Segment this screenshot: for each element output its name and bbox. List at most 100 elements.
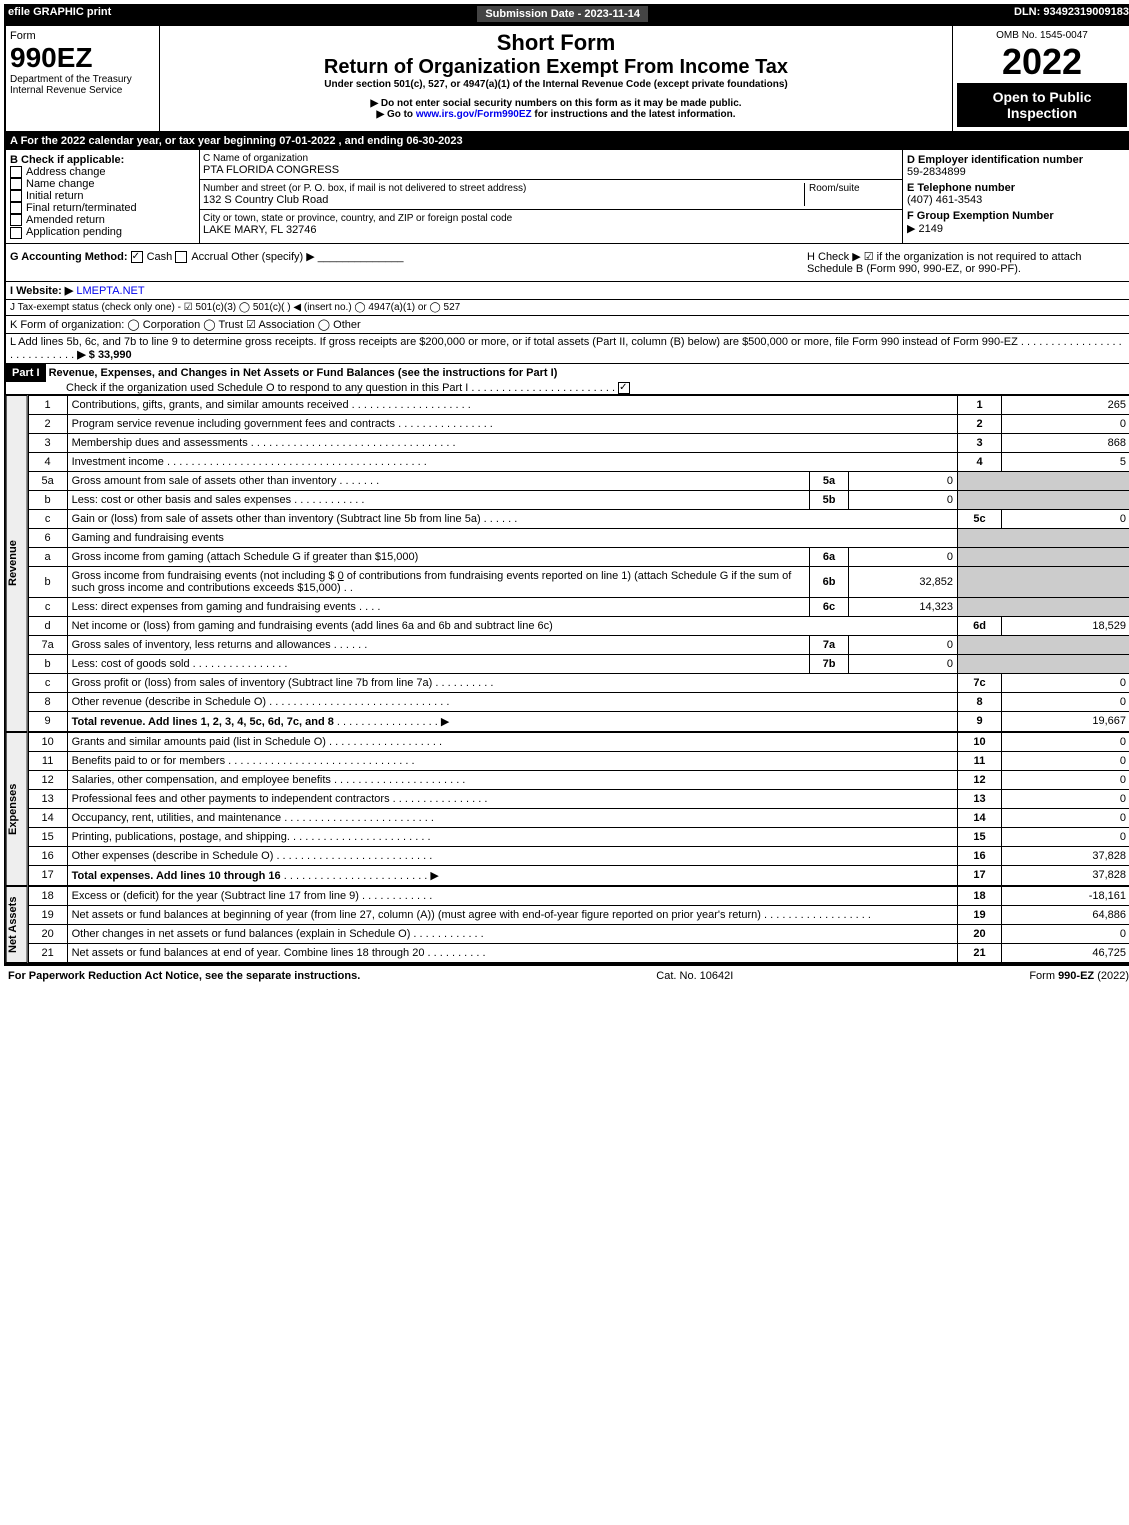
form-header: Form 990EZ Department of the Treasury In… <box>6 26 1129 133</box>
section-j: J Tax-exempt status (check only one) - ☑… <box>6 300 1129 316</box>
line-10: 10Grants and similar amounts paid (list … <box>28 732 1129 751</box>
top-bar: efile GRAPHIC print Submission Date - 20… <box>4 4 1129 24</box>
tel-value: (407) 461-3543 <box>907 194 1127 206</box>
dln-label: DLN: 93492319009183 <box>1014 6 1129 22</box>
check-address[interactable]: Address change <box>10 166 195 178</box>
open-public-badge: Open to Public Inspection <box>957 83 1127 127</box>
section-bcdef: B Check if applicable: Address change Na… <box>6 150 1129 244</box>
line-21: 21Net assets or fund balances at end of … <box>28 943 1129 962</box>
section-b: B Check if applicable: Address change Na… <box>6 150 200 243</box>
line-19: 19Net assets or fund balances at beginni… <box>28 905 1129 924</box>
line-7c: cGross profit or (loss) from sales of in… <box>28 673 1129 692</box>
line-9: 9Total revenue. Add lines 1, 2, 3, 4, 5c… <box>28 711 1129 731</box>
side-expenses: Expenses <box>6 732 28 886</box>
line-8: 8Other revenue (describe in Schedule O) … <box>28 692 1129 711</box>
city-label: City or town, state or province, country… <box>203 213 899 224</box>
line-6a: aGross income from gaming (attach Schedu… <box>28 547 1129 566</box>
tel-label: E Telephone number <box>907 182 1127 194</box>
lines-revenue: 1Contributions, gifts, grants, and simil… <box>28 395 1129 732</box>
section-i: I Website: ▶ LMEPTA.NET <box>6 282 1129 300</box>
line-12: 12Salaries, other compensation, and empl… <box>28 770 1129 789</box>
part1-schedule-o-check[interactable] <box>618 382 630 394</box>
group-label: F Group Exemption Number <box>907 210 1127 222</box>
group-value: ▶ 2149 <box>907 222 1127 235</box>
line-17: 17Total expenses. Add lines 10 through 1… <box>28 865 1129 885</box>
expenses-section: Expenses 10Grants and similar amounts pa… <box>6 732 1129 886</box>
footer-right: Form 990-EZ (2022) <box>1029 970 1129 982</box>
section-c: C Name of organization PTA FLORIDA CONGR… <box>200 150 902 243</box>
part1-check-note: Check if the organization used Schedule … <box>6 382 1129 394</box>
section-def: D Employer identification number 59-2834… <box>902 150 1129 243</box>
check-accrual[interactable] <box>175 251 187 263</box>
omb-number: OMB No. 1545-0047 <box>957 30 1127 41</box>
org-name: PTA FLORIDA CONGRESS <box>203 164 899 176</box>
line-18: 18Excess or (deficit) for the year (Subt… <box>28 886 1129 905</box>
section-gh: G Accounting Method: Cash Accrual Other … <box>6 244 1129 282</box>
line-5b: bLess: cost or other basis and sales exp… <box>28 490 1129 509</box>
efile-label[interactable]: efile GRAPHIC print <box>8 6 111 22</box>
section-b-label: B Check if applicable: <box>10 154 195 166</box>
org-name-label: C Name of organization <box>203 153 899 164</box>
lines-net-assets: 18Excess or (deficit) for the year (Subt… <box>28 886 1129 963</box>
line-6: 6Gaming and fundraising events <box>28 528 1129 547</box>
header-left: Form 990EZ Department of the Treasury In… <box>6 26 160 131</box>
line-5c: cGain or (loss) from sale of assets othe… <box>28 509 1129 528</box>
ein-value: 59-2834899 <box>907 166 1127 178</box>
check-final[interactable]: Final return/terminated <box>10 202 195 214</box>
line-3: 3Membership dues and assessments . . . .… <box>28 433 1129 452</box>
lines-expenses: 10Grants and similar amounts paid (list … <box>28 732 1129 886</box>
page-footer: For Paperwork Reduction Act Notice, see … <box>4 965 1129 986</box>
line-6d: dNet income or (loss) from gaming and fu… <box>28 616 1129 635</box>
tax-year: 2022 <box>957 41 1127 83</box>
section-l: L Add lines 5b, 6c, and 7b to line 9 to … <box>6 334 1129 364</box>
check-name[interactable]: Name change <box>10 178 195 190</box>
room-label: Room/suite <box>809 183 899 194</box>
section-k: K Form of organization: ◯ Corporation ◯ … <box>6 316 1129 334</box>
check-pending[interactable]: Application pending <box>10 226 195 238</box>
line-16: 16Other expenses (describe in Schedule O… <box>28 846 1129 865</box>
line-6b: bGross income from fundraising events (n… <box>28 566 1129 597</box>
check-amended[interactable]: Amended return <box>10 214 195 226</box>
line-11: 11Benefits paid to or for members . . . … <box>28 751 1129 770</box>
line-15: 15Printing, publications, postage, and s… <box>28 827 1129 846</box>
footer-left: For Paperwork Reduction Act Notice, see … <box>8 970 360 982</box>
part1-title: Revenue, Expenses, and Changes in Net As… <box>49 367 558 379</box>
city-value: LAKE MARY, FL 32746 <box>203 224 899 236</box>
note-goto: ▶ Go to www.irs.gov/Form990EZ for instru… <box>164 109 948 120</box>
footer-mid: Cat. No. 10642I <box>656 970 733 982</box>
line-4: 4Investment income . . . . . . . . . . .… <box>28 452 1129 471</box>
line-1: 1Contributions, gifts, grants, and simil… <box>28 395 1129 414</box>
form-word: Form <box>10 30 155 42</box>
short-form-title: Short Form <box>164 30 948 56</box>
section-g: G Accounting Method: Cash Accrual Other … <box>10 250 807 275</box>
header-mid: Short Form Return of Organization Exempt… <box>160 26 953 131</box>
line-14: 14Occupancy, rent, utilities, and mainte… <box>28 808 1129 827</box>
line-13: 13Professional fees and other payments t… <box>28 789 1129 808</box>
line-20: 20Other changes in net assets or fund ba… <box>28 924 1129 943</box>
net-assets-section: Net Assets 18Excess or (deficit) for the… <box>6 886 1129 963</box>
line-6c: cLess: direct expenses from gaming and f… <box>28 597 1129 616</box>
side-revenue: Revenue <box>6 395 28 732</box>
return-title: Return of Organization Exempt From Incom… <box>164 56 948 79</box>
note-ssn: ▶ Do not enter social security numbers o… <box>164 98 948 109</box>
street-value: 132 S Country Club Road <box>203 194 804 206</box>
form-number: 990EZ <box>10 42 155 74</box>
form-frame: Form 990EZ Department of the Treasury In… <box>4 24 1129 965</box>
website-link[interactable]: LMEPTA.NET <box>76 285 144 297</box>
ein-label: D Employer identification number <box>907 154 1127 166</box>
line-2: 2Program service revenue including gover… <box>28 414 1129 433</box>
street-label: Number and street (or P. O. box, if mail… <box>203 183 804 194</box>
submission-date: Submission Date - 2023-11-14 <box>477 6 648 22</box>
revenue-section: Revenue 1Contributions, gifts, grants, a… <box>6 395 1129 732</box>
line-5a: 5aGross amount from sale of assets other… <box>28 471 1129 490</box>
line-7b: bLess: cost of goods sold . . . . . . . … <box>28 654 1129 673</box>
header-right: OMB No. 1545-0047 2022 Open to Public In… <box>953 26 1129 131</box>
check-cash[interactable] <box>131 251 143 263</box>
part1-header-row: Part I Revenue, Expenses, and Changes in… <box>6 364 1129 395</box>
side-net-assets: Net Assets <box>6 886 28 963</box>
line-7a: 7aGross sales of inventory, less returns… <box>28 635 1129 654</box>
section-h: H Check ▶ ☑ if the organization is not r… <box>807 250 1127 275</box>
check-initial[interactable]: Initial return <box>10 190 195 202</box>
part1-label: Part I <box>6 364 46 382</box>
irs-link[interactable]: www.irs.gov/Form990EZ <box>416 109 532 120</box>
